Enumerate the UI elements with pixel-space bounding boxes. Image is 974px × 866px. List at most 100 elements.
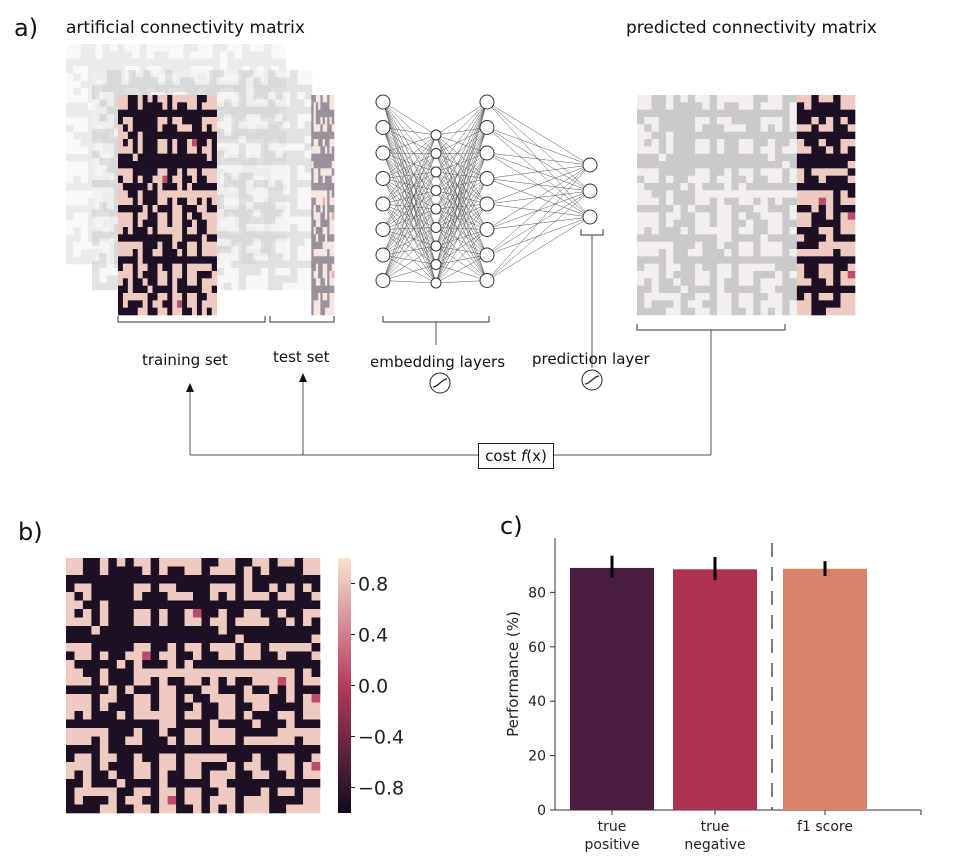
matrix-cell [73,242,81,250]
matrix-cell [297,150,305,159]
matrix-cell [818,146,827,154]
matrix-cell [847,234,856,242]
matrix-cell [731,212,740,220]
matrix-cell [753,227,761,235]
heatmap-cell [66,583,75,593]
heatmap-cell [311,694,321,703]
matrix-cell [680,117,689,125]
matrix-cell [177,175,183,184]
heatmap-cell [99,753,109,763]
matrix-cell [201,102,208,110]
matrix-cell [216,209,225,217]
matrix-cell [724,102,732,110]
matrix-cell [73,190,81,199]
matrix-cell [804,205,812,213]
network-edge [435,229,488,265]
matrix-cell [66,154,74,162]
matrix-cell [724,278,732,286]
heatmap-cell [269,745,278,754]
matrix-cell [127,175,134,184]
matrix-cell [680,183,689,191]
heatmap-cell [243,634,253,644]
matrix-cell [297,275,305,283]
heatmap-cell [108,770,118,780]
matrix-cell [231,202,239,210]
matrix-cell [128,77,137,85]
matrix-cell [687,307,696,316]
matrix-cell [847,153,856,162]
matrix-cell [282,260,291,269]
matrix-cell [825,183,834,191]
heatmap-cell [150,677,160,686]
matrix-cell [152,117,158,125]
matrix-cell [73,154,81,162]
heatmap-cell [74,736,84,746]
matrix-cell [318,278,321,286]
matrix-cell [66,242,74,250]
matrix-cell [206,263,213,272]
heatmap-cell [193,600,202,610]
matrix-cell [811,212,819,220]
heatmap-cell [159,753,168,763]
matrix-cell [253,202,261,210]
matrix-cell [695,227,703,235]
matrix-cell [290,253,298,261]
matrix-cell [767,102,776,110]
network-edge [382,152,437,210]
matrix-cell [137,227,143,235]
matrix-cell [324,205,328,213]
matrix-cell [142,117,148,125]
matrix-cell [760,131,769,140]
matrix-cell [231,187,239,195]
heatmap-cell [91,660,101,669]
heatmap-cell [260,796,270,805]
heatmap-cell [193,762,202,771]
heatmap-cell [294,753,304,763]
matrix-cell [331,219,335,228]
matrix-cell [746,109,754,118]
matrix-cell [201,153,208,162]
matrix-cell [143,77,151,85]
heatmap-cell [269,685,278,695]
heatmap-cell [66,617,75,627]
matrix-cell [840,300,849,308]
matrix-cell [746,285,754,294]
matrix-cell [796,153,805,162]
matrix-cell [220,66,228,74]
matrix-cell [117,44,125,52]
heatmap-cell [99,779,109,788]
matrix-cell [238,246,247,254]
heatmap-cell [66,702,75,712]
heatmap-cell [311,787,321,797]
matrix-cell [256,58,265,67]
matrix-cell [666,227,674,235]
heatmap-cell [243,609,253,618]
heatmap-cell [159,762,168,771]
matrix-cell [322,300,326,308]
matrix-cell [216,231,225,239]
heatmap-cell [184,796,194,805]
matrix-cell [833,109,841,118]
matrix-cell [329,307,333,316]
matrix-cell [833,131,841,140]
matrix-cell [147,212,153,220]
matrix-cell [187,168,193,176]
matrix-cell [716,131,725,140]
heatmap-cell [201,660,211,669]
heatmap-cell [91,677,101,686]
matrix-cell [224,172,232,181]
matrix-cell [833,153,841,162]
matrix-cell [231,136,239,144]
matrix-cell [118,168,124,176]
matrix-cell [738,139,747,147]
matrix-cell [746,263,754,272]
matrix-cell [775,263,783,272]
matrix-cell [695,109,703,118]
matrix-cell [211,168,217,176]
matrix-cell [637,139,645,147]
matrix-cell [88,51,96,59]
matrix-cell [709,95,718,103]
heatmap-cell [91,787,101,797]
matrix-cell [137,219,143,228]
network-node [430,277,442,289]
